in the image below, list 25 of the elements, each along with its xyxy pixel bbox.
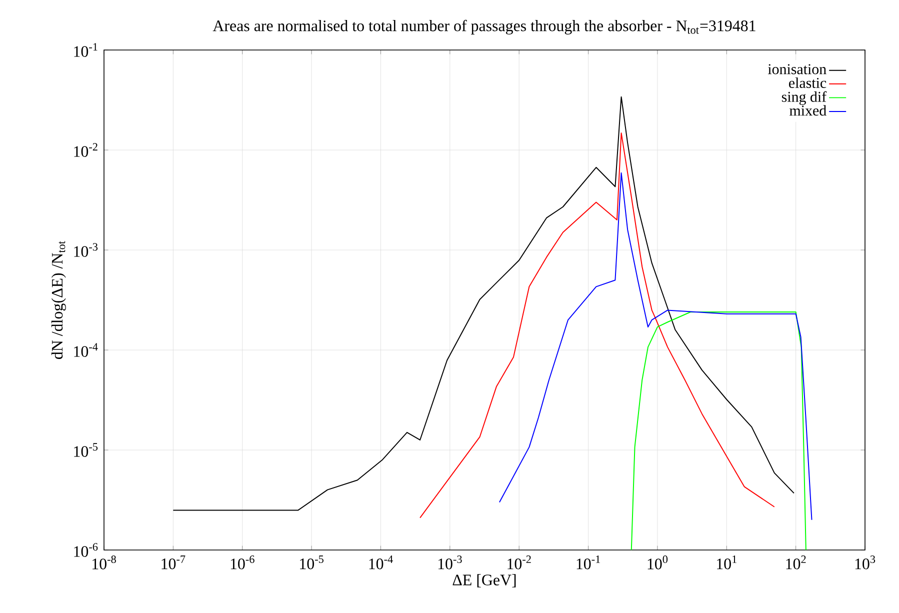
legend-label: mixed — [790, 105, 826, 116]
x-tick-label: 10$^{0}$ — [648, 556, 668, 570]
x-tick-label: 10$^{-5}$ — [300, 556, 324, 570]
legend-label: ionisation — [768, 64, 826, 74]
chart-title: Areas are normalised to total number of passages through the absorber - N$_{tot}$=319481 — [212, 20, 756, 35]
x-tick-label: 10$^{2}$ — [786, 556, 806, 570]
x-tick-label: 10$^{-1}$ — [576, 556, 600, 570]
legend-label: sing dif — [782, 91, 827, 105]
x-tick-label: 10$^{-8}$ — [92, 556, 116, 570]
y-tick-label: 10$^{-5}$ — [74, 443, 98, 457]
legend-label: elastic — [789, 77, 826, 88]
y-axis-title: dN /dlog(ΔE) /N$_{tot}$ — [51, 241, 66, 359]
y-tick-label: 10$^{-3}$ — [74, 243, 98, 257]
y-tick-label: 10$^{-1}$ — [74, 43, 98, 57]
x-tick-label: 10$^{3}$ — [855, 556, 876, 570]
x-tick-label: 10$^{-3}$ — [438, 556, 462, 570]
y-tick-label: 10$^{-4}$ — [74, 343, 98, 357]
x-tick-label: 10$^{-6}$ — [230, 556, 254, 570]
x-tick-label: 10$^{-4}$ — [369, 556, 393, 570]
x-tick-label: 10$^{-7}$ — [162, 556, 186, 570]
x-axis-title: ΔE [GeV] — [452, 574, 516, 588]
y-tick-label: 10$^{-6}$ — [74, 543, 98, 557]
x-tick-label: 10$^{-2}$ — [508, 556, 531, 570]
y-tick-label: 10$^{-2}$ — [74, 143, 98, 157]
x-tick-label: 10$^{1}$ — [717, 556, 736, 570]
